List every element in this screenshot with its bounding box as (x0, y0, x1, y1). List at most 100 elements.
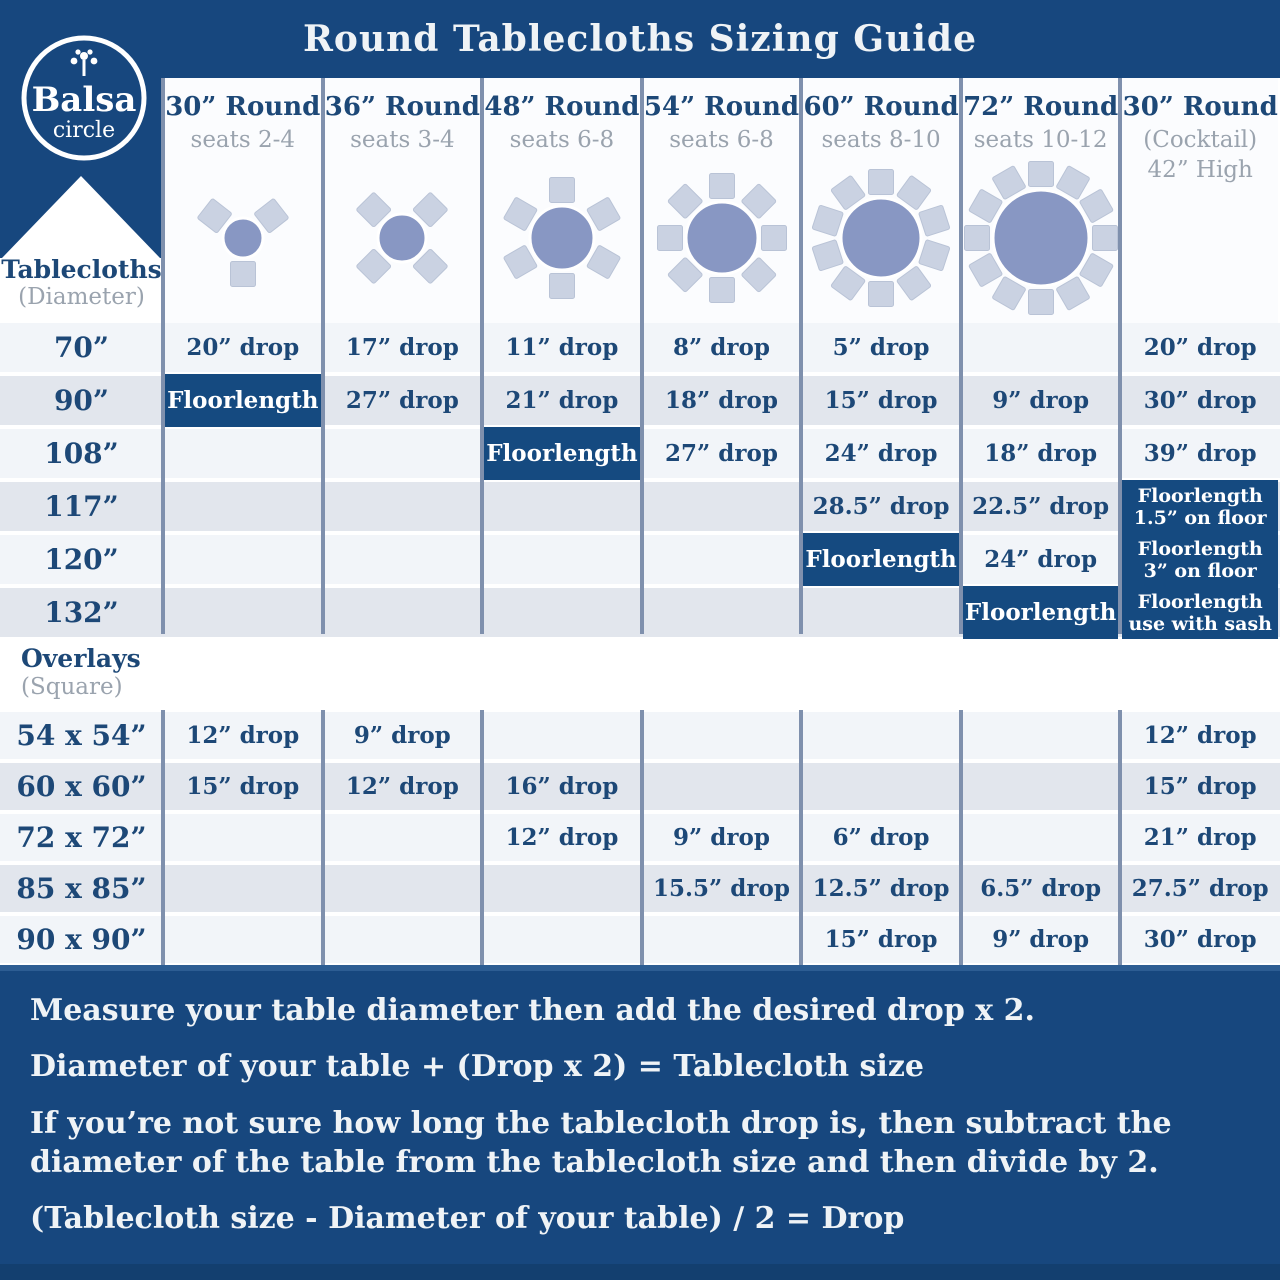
chair-icon (1055, 276, 1090, 311)
table-top-icon (839, 196, 923, 280)
row-label: 132” (44, 596, 119, 629)
drop-value-cell: 20” drop (1143, 334, 1257, 361)
row-label: 70” (53, 331, 110, 364)
column-divider (639, 78, 644, 634)
table-seating-illustration (951, 148, 1131, 328)
drop-value-cell: 17” drop (345, 334, 459, 361)
drop-value-cell: 5” drop (832, 334, 930, 361)
drop-value-cell: 27” drop (665, 440, 778, 467)
column-divider (958, 710, 963, 965)
pointer-triangle (2, 176, 160, 258)
column-divider (320, 710, 325, 965)
drop-value-cell: 22.5” drop (972, 493, 1110, 520)
floorlength-cell: Floorlength (962, 586, 1119, 639)
column-header-card (324, 78, 481, 323)
column-size-label: 60” Round (803, 92, 959, 122)
chair-icon (896, 266, 932, 301)
drop-value-cell: 27” drop (345, 387, 459, 414)
drop-value-cell: 8” drop (673, 334, 770, 361)
column-divider (480, 710, 485, 965)
footer-instruction-1: Measure your table diameter then add the… (30, 993, 1035, 1028)
chair-icon (667, 257, 703, 293)
row-label: 120” (44, 543, 119, 576)
chair-icon (991, 165, 1026, 200)
logo-ring (21, 35, 147, 161)
footer-instruction-2: If you’re not sure how long the tableclo… (30, 1106, 1172, 1180)
column-seats-label: seats 6-8 (509, 127, 615, 153)
chair-icon (586, 197, 621, 231)
chair-icon (503, 245, 538, 279)
round-table-icon (503, 177, 621, 299)
drop-value-cell: 18” drop (665, 387, 778, 414)
footer-bottom-strip (0, 1264, 1280, 1280)
drop-value-cell: 30” drop (1143, 387, 1257, 414)
round-table-icon (197, 198, 289, 287)
column-divider (799, 710, 804, 965)
drop-value-cell: 20” drop (186, 334, 300, 361)
row-label: 90 x 90” (16, 923, 147, 956)
chair-icon (413, 248, 448, 284)
row-label: 72 x 72” (16, 821, 147, 854)
table-seating-illustration (312, 148, 492, 328)
column-seats-label: seats 3-4 (350, 127, 455, 153)
overlays-sublabel: (Square) (21, 674, 123, 700)
column-divider (1118, 710, 1123, 965)
column-size-label: 72” Round (963, 92, 1119, 122)
chair-icon (740, 183, 776, 219)
column-divider (639, 710, 644, 965)
chair-icon (1079, 189, 1113, 223)
chair-icon (229, 261, 256, 287)
table-seating-illustration (472, 148, 652, 328)
column-seats-label: seats 6-8 (669, 127, 774, 153)
drop-value-cell: 9” drop (992, 387, 1090, 414)
footer-top-edge (0, 965, 1280, 971)
row-label: 60 x 60” (16, 770, 147, 803)
drop-value-cell: 15” drop (186, 773, 300, 800)
round-table-icon (656, 173, 787, 303)
drop-value-cell: 21” drop (505, 387, 619, 414)
column-divider (1118, 78, 1123, 634)
chair-icon (356, 192, 392, 228)
drop-value-cell: 12” drop (186, 722, 300, 749)
drop-value-cell: 11” drop (505, 334, 619, 361)
table-seating-illustration (632, 148, 812, 328)
drop-value-cell: 9” drop (673, 824, 770, 851)
column-height-label: 42” High (1147, 157, 1253, 183)
drop-value-cell: 30” drop (1143, 926, 1257, 953)
drop-value-cell: 12” drop (345, 773, 459, 800)
chair-icon (1055, 165, 1090, 200)
row-label: 108” (44, 437, 119, 470)
drop-value-cell: 6.5” drop (980, 875, 1102, 902)
round-table-icon (963, 161, 1118, 315)
drop-value-cell: 6” drop (832, 824, 930, 851)
column-size-label: 30” Round (165, 92, 321, 122)
drop-value-cell: 15” drop (824, 926, 938, 953)
chair-icon (740, 257, 776, 293)
chair-icon (991, 276, 1026, 311)
table-top-icon (221, 216, 265, 260)
row-label: 90” (53, 384, 110, 417)
drop-value-cell: 12.5” drop (812, 875, 950, 902)
drop-value-cell: 24” drop (824, 440, 938, 467)
column-divider (799, 78, 804, 634)
column-divider (480, 78, 485, 634)
round-table-icon (356, 192, 448, 284)
chair-icon (812, 239, 844, 272)
chair-icon (1027, 161, 1054, 187)
chair-icon (963, 225, 990, 251)
floorlength-cell: Floorlength use with sash (1122, 586, 1278, 639)
drop-value-cell: 12” drop (505, 824, 619, 851)
drop-value-cell: 12” drop (1143, 722, 1257, 749)
chair-icon (356, 248, 392, 284)
chair-icon (708, 173, 735, 199)
chair-icon (253, 198, 289, 234)
table-top-icon (991, 188, 1091, 288)
table-seating-illustration (791, 148, 971, 328)
chair-icon (548, 177, 575, 203)
chair-icon (708, 277, 735, 303)
column-header-card (1122, 78, 1278, 323)
drop-value-cell: 15.5” drop (653, 875, 790, 902)
chair-icon (830, 266, 866, 301)
drop-value-cell: 28.5” drop (812, 493, 950, 520)
